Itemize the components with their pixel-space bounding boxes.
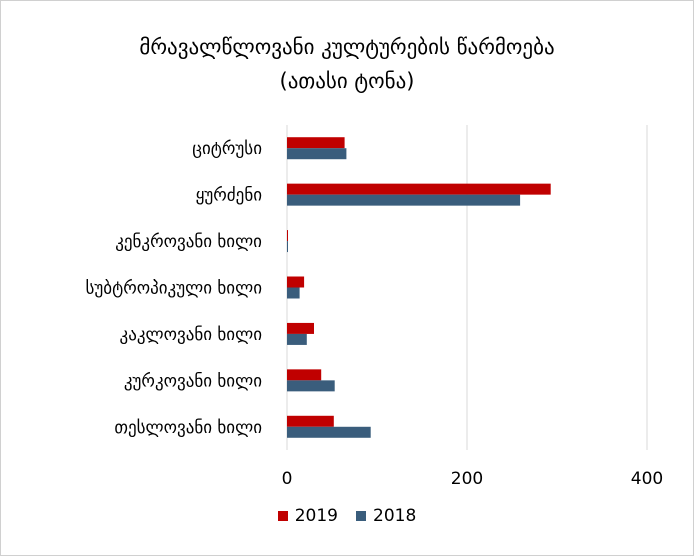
chart-title-line-1: მრავალწლოვანი კულტურების წარმოება bbox=[139, 35, 555, 59]
category-label: ციტრუსი bbox=[192, 139, 262, 159]
bar-2019 bbox=[287, 230, 288, 242]
x-tick-label: 200 bbox=[451, 469, 483, 489]
legend-swatch bbox=[277, 511, 288, 521]
chart-title-line-2: (ათასი ტონა) bbox=[279, 69, 415, 93]
category-label: კურკოვანი ხილი bbox=[124, 371, 262, 391]
legend-swatch bbox=[356, 511, 366, 521]
bar-2018 bbox=[287, 426, 371, 438]
category-label: თესლოვანი ხილი bbox=[114, 418, 262, 438]
bar-2018 bbox=[287, 148, 347, 160]
bar-2018 bbox=[287, 380, 335, 392]
chart-title: მრავალწლოვანი კულტურების წარმოება (ათასი… bbox=[0, 30, 694, 98]
legend-item: 2019 bbox=[277, 506, 338, 526]
category-label: ყურძენი bbox=[196, 186, 262, 206]
x-tick-label: 0 bbox=[282, 469, 293, 489]
legend-label: 2019 bbox=[294, 506, 338, 526]
category-label: კაკლოვანი ხილი bbox=[120, 325, 262, 345]
legend-item: 2018 bbox=[356, 506, 416, 526]
legend-label: 2018 bbox=[373, 506, 417, 526]
chart-legend: 2019 2018 bbox=[0, 506, 694, 526]
bar-2019 bbox=[287, 369, 322, 381]
category-label: სუბტროპიკული ხილი bbox=[86, 279, 262, 299]
bar-2019 bbox=[287, 415, 334, 427]
x-tick-label: 400 bbox=[631, 469, 663, 489]
bar-2018 bbox=[287, 333, 307, 345]
bar-2019 bbox=[287, 276, 305, 288]
bar-2018 bbox=[287, 287, 300, 299]
bar-2019 bbox=[287, 322, 314, 334]
bar-2018 bbox=[287, 194, 521, 206]
bar-2018 bbox=[287, 241, 288, 253]
bar-2019 bbox=[287, 137, 345, 149]
category-label: კენკროვანი ხილი bbox=[115, 232, 262, 252]
bar-2019 bbox=[287, 183, 551, 195]
